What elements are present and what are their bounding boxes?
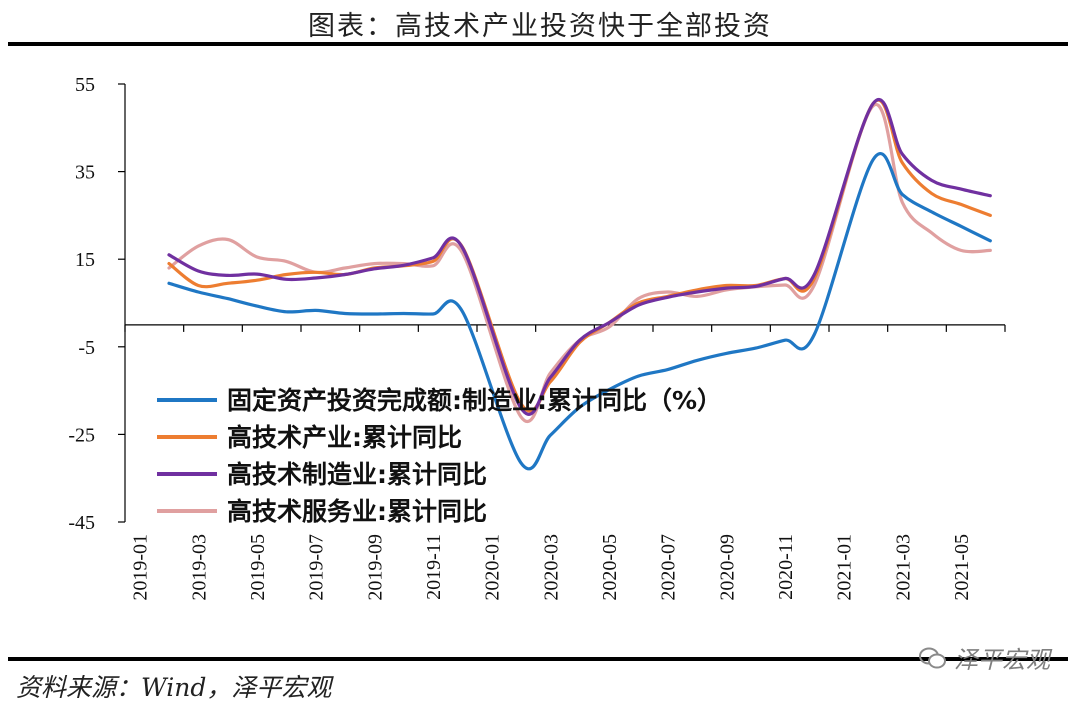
y-tick-label: 35 bbox=[75, 162, 95, 184]
series-line-2 bbox=[167, 98, 992, 416]
source-note: 资料来源：Wind，泽平宏观 bbox=[16, 673, 332, 702]
legend-label: 高技术产业:累计同比 bbox=[227, 423, 462, 452]
y-tick-label: -45 bbox=[68, 512, 95, 534]
x-tick-label: 2019-01 bbox=[130, 534, 152, 601]
x-tick-label: 2020-01 bbox=[482, 534, 504, 601]
y-tick-label: 55 bbox=[75, 74, 95, 96]
x-tick-label: 2020-05 bbox=[599, 534, 621, 601]
bottom-rule bbox=[8, 657, 1068, 661]
x-tick-label: 2019-09 bbox=[364, 534, 386, 601]
x-tick-label: 2020-11 bbox=[775, 534, 797, 600]
legend: 固定资产投资完成额:制造业:累计同比（%） 高技术产业:累计同比高技术制造业:累计… bbox=[157, 386, 722, 526]
watermark: 泽平宏观 bbox=[918, 640, 1050, 675]
series-line-0 bbox=[167, 151, 992, 471]
line-chart: 55 35 15 -5 -25 -45 2019-01 2019-03 2019-05 2019-… bbox=[68, 74, 1006, 601]
x-tick-label: 2019-11 bbox=[423, 534, 445, 600]
chart-title: 图表：高技术产业投资快于全部投资 bbox=[308, 11, 772, 42]
y-tick-label: 15 bbox=[75, 249, 95, 271]
x-tick-label: 2020-03 bbox=[540, 534, 562, 601]
legend-label: 固定资产投资完成额:制造业:累计同比（%） bbox=[227, 386, 722, 415]
x-tick-label: 2021-03 bbox=[892, 534, 914, 601]
x-tick-label: 2019-03 bbox=[188, 534, 210, 601]
x-tick-label: 2019-05 bbox=[247, 534, 269, 601]
x-tick-label: 2021-01 bbox=[834, 534, 856, 601]
legend-label: 高技术制造业:累计同比 bbox=[227, 460, 487, 489]
y-tick-label: -25 bbox=[68, 424, 95, 446]
axes: 55 35 15 -5 -25 -45 2019-01 2019-03 2019-05 2019-… bbox=[68, 74, 1006, 601]
series-line-3 bbox=[167, 102, 992, 423]
watermark-text: 泽平宏观 bbox=[954, 646, 1050, 674]
x-tick-label: 2020-09 bbox=[716, 534, 738, 601]
y-tick-label: -5 bbox=[78, 337, 95, 359]
x-tick-label: 2019-07 bbox=[306, 534, 328, 601]
x-tick-label: 2020-07 bbox=[658, 534, 680, 601]
x-tick-label: 2021-05 bbox=[951, 534, 973, 601]
wechat-icon bbox=[919, 647, 946, 668]
series-lines bbox=[167, 98, 992, 471]
legend-label: 高技术服务业:累计同比 bbox=[227, 497, 487, 526]
top-rule bbox=[8, 42, 1068, 46]
series-line-1 bbox=[167, 98, 992, 413]
